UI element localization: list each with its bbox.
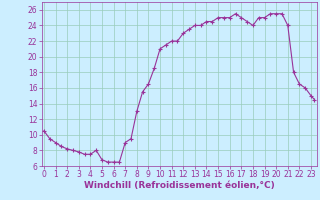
X-axis label: Windchill (Refroidissement éolien,°C): Windchill (Refroidissement éolien,°C) <box>84 181 275 190</box>
